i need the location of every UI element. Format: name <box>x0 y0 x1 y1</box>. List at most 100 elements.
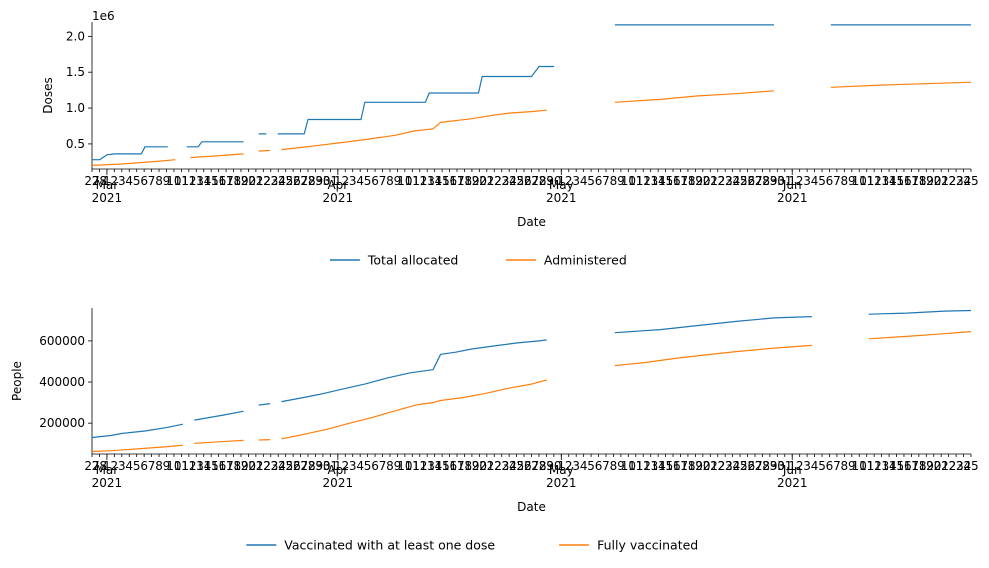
doses-xtick-label: 19 <box>464 174 479 188</box>
doses-month-label: Apr <box>327 178 348 192</box>
doses-xtick-label: 1 <box>103 174 111 188</box>
people-xtick-label: 13 <box>643 459 658 473</box>
doses-xlabel: Date <box>517 215 546 229</box>
doses-xtick-label: 5 <box>818 174 826 188</box>
people-year-label: 2021 <box>323 476 354 490</box>
people-xtick-label: 10 <box>397 459 412 473</box>
people-xtick-label: 12 <box>412 459 427 473</box>
doses-xtick-label: 13 <box>189 174 204 188</box>
doses-xtick-label: 4 <box>811 174 819 188</box>
doses-month-label: May <box>549 178 574 192</box>
administered-line <box>91 109 547 166</box>
doses-ytick-label: 0.5 <box>66 137 85 151</box>
doses-xtick-label: 23 <box>263 174 278 188</box>
people-xtick-label: 3 <box>572 459 580 473</box>
doses-xtick-label: 6 <box>595 174 603 188</box>
people-xtick-label: 24 <box>725 459 740 473</box>
doses-xtick-label: 31 <box>777 174 792 188</box>
people-xtick-label: 17 <box>449 459 464 473</box>
doses-xtick-label: 19 <box>233 174 248 188</box>
people-xtick-label: 31 <box>323 459 338 473</box>
doses-xtick-label: 18 <box>911 174 926 188</box>
doses-xtick-label: 14 <box>650 174 665 188</box>
people-xtick-label: 24 <box>502 459 517 473</box>
doses-xtick-label: 23 <box>494 174 509 188</box>
people-xtick-label: 23 <box>263 459 278 473</box>
doses-xtick-label: 14 <box>196 174 211 188</box>
doses-xtick-label: 21 <box>248 174 263 188</box>
doses-xtick-label: 25 <box>963 174 978 188</box>
doses-xtick-label: 26 <box>285 174 300 188</box>
people-year-label: 2021 <box>92 476 123 490</box>
people-xtick-label: 16 <box>665 459 680 473</box>
doses-xtick-label: 11 <box>174 174 189 188</box>
doses-xtick-label: 11 <box>628 174 643 188</box>
doses-xtick-label: 28 <box>300 174 315 188</box>
people-xtick-label: 19 <box>464 459 479 473</box>
doses-xtick-label: 1 <box>557 174 565 188</box>
doses-xtick-label: 28 <box>531 174 546 188</box>
doses-xtick-label: 10 <box>397 174 412 188</box>
doses-year-label: 2021 <box>323 191 354 205</box>
doses-xtick-label: 12 <box>867 174 882 188</box>
doses-xtick-label: 24 <box>271 174 286 188</box>
people-xtick-label: 15 <box>434 459 449 473</box>
people-xtick-label: 15 <box>204 459 219 473</box>
doses-xtick-label: 17 <box>449 174 464 188</box>
people-xtick-label: 4 <box>356 459 364 473</box>
doses-xtick-label: 12 <box>181 174 196 188</box>
people-xtick-label: 12 <box>867 459 882 473</box>
total-allocated-line <box>92 65 555 161</box>
people-xtick-label: 10 <box>166 459 181 473</box>
doses-xtick-label: 25 <box>278 174 293 188</box>
doses-xtick-label: 10 <box>621 174 636 188</box>
people-xtick-label: 9 <box>163 459 171 473</box>
doses-xtick-label: 10 <box>166 174 181 188</box>
doses-xtick-label: 18 <box>680 174 695 188</box>
doses-xtick-label: 30 <box>315 174 330 188</box>
doses-xtick-label: 29 <box>539 174 554 188</box>
people-xtick-label: 19 <box>688 459 703 473</box>
people-xtick-label: 13 <box>420 459 435 473</box>
people-xtick-label: 8 <box>386 459 394 473</box>
doses-xtick-label: 17 <box>218 174 233 188</box>
people-xtick-label: 13 <box>874 459 889 473</box>
doses-xtick-label: 31 <box>323 174 338 188</box>
people-xtick-label: 29 <box>308 459 323 473</box>
people-xtick-label: 25 <box>732 459 747 473</box>
doses-xtick-label: 28 <box>92 174 107 188</box>
doses-xtick-label: 8 <box>155 174 163 188</box>
doses-xtick-label: 3 <box>118 174 126 188</box>
people-xtick-label: 14 <box>650 459 665 473</box>
people-xtick-label: 2 <box>341 459 349 473</box>
doses-xtick-label: 27 <box>524 174 539 188</box>
people-xtick-label: 30 <box>315 459 330 473</box>
administered-line <box>614 90 775 103</box>
doses-xtick-label: 20 <box>695 174 710 188</box>
doses-xtick-label: 20 <box>926 174 941 188</box>
people-xtick-label: 10 <box>621 459 636 473</box>
doses-ytick-label: 1.0 <box>66 101 85 115</box>
people-xtick-label: 11 <box>174 459 189 473</box>
doses-xtick-label: 19 <box>919 174 934 188</box>
people-xtick-label: 4 <box>580 459 588 473</box>
people-xtick-label: 17 <box>904 459 919 473</box>
people-xtick-label: 20 <box>241 459 256 473</box>
doses-xtick-label: 2 <box>565 174 573 188</box>
doses-xtick-label: 27 <box>747 174 762 188</box>
doses-xtick-label: 11 <box>859 174 874 188</box>
people-xtick-label: 24 <box>271 459 286 473</box>
doses-xtick-label: 15 <box>658 174 673 188</box>
people-xtick-label: 29 <box>762 459 777 473</box>
people-xtick-label: 30 <box>546 459 561 473</box>
people-xtick-label: 11 <box>628 459 643 473</box>
doses-xtick-label: 24 <box>502 174 517 188</box>
people-month-label: Apr <box>327 463 348 477</box>
people-xtick-label: 22 <box>256 459 271 473</box>
people-xtick-label: 6 <box>140 459 148 473</box>
people-xtick-label: 2 <box>796 459 804 473</box>
doses-xtick-label: 16 <box>665 174 680 188</box>
doses-xtick-label: 13 <box>874 174 889 188</box>
people-xtick-label: 3 <box>803 459 811 473</box>
